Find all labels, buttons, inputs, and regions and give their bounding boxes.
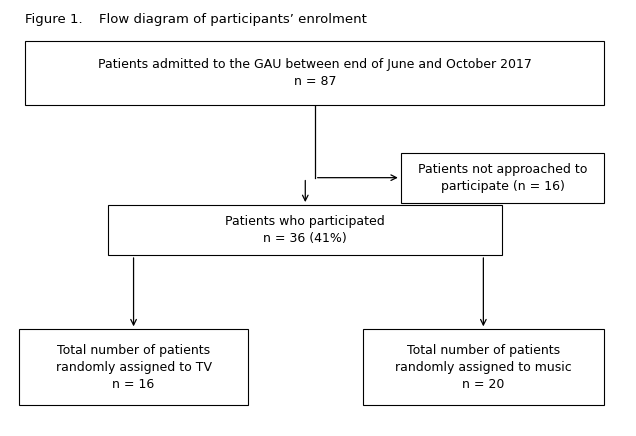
Text: Total number of patients
randomly assigned to music
n = 20: Total number of patients randomly assign… <box>395 344 572 391</box>
FancyBboxPatch shape <box>19 329 248 405</box>
Text: Patients not approached to
participate (n = 16): Patients not approached to participate (… <box>418 163 587 193</box>
FancyBboxPatch shape <box>363 329 604 405</box>
Text: Patients who participated
n = 36 (41%): Patients who participated n = 36 (41%) <box>225 215 385 245</box>
FancyBboxPatch shape <box>401 153 604 203</box>
FancyBboxPatch shape <box>25 41 604 105</box>
Text: Patients admitted to the GAU between end of June and October 2017
n = 87: Patients admitted to the GAU between end… <box>98 58 532 88</box>
Text: Figure 1.: Figure 1. <box>25 13 83 26</box>
Text: Flow diagram of participants’ enrolment: Flow diagram of participants’ enrolment <box>99 13 366 26</box>
FancyBboxPatch shape <box>108 205 502 255</box>
Text: Total number of patients
randomly assigned to TV
n = 16: Total number of patients randomly assign… <box>55 344 212 391</box>
